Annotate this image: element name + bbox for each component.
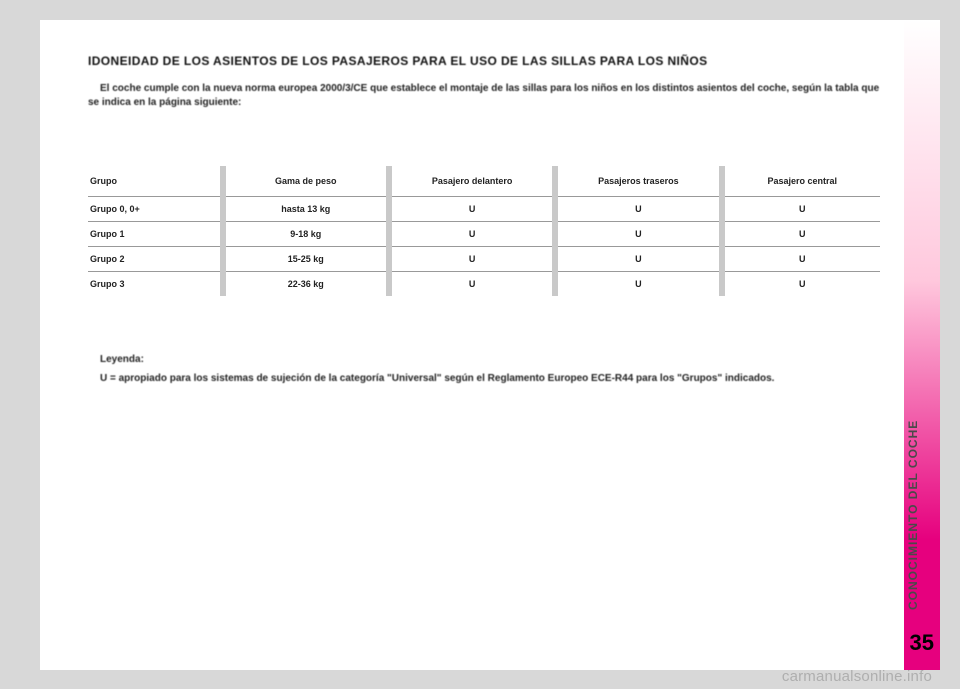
cell-grupo: Grupo 0, 0+ bbox=[88, 197, 223, 222]
table-row: Grupo 3 22-36 kg U U U bbox=[88, 272, 880, 297]
page-content: IDONEIDAD DE LOS ASIENTOS DE LOS PASAJER… bbox=[88, 54, 880, 386]
section-side-label: CONOCIMIENTO DEL COCHE bbox=[906, 40, 942, 610]
cell-cen: U bbox=[722, 197, 880, 222]
cell-grupo: Grupo 2 bbox=[88, 247, 223, 272]
table-row: Grupo 2 15-25 kg U U U bbox=[88, 247, 880, 272]
suitability-table: Grupo Gama de peso Pasajero delantero Pa… bbox=[88, 166, 880, 296]
cell-cen: U bbox=[722, 222, 880, 247]
th-delantero: Pasajero delantero bbox=[389, 166, 555, 197]
cell-peso: 9-18 kg bbox=[223, 222, 389, 247]
th-central: Pasajero central bbox=[722, 166, 880, 197]
cell-del: U bbox=[389, 247, 555, 272]
cell-grupo: Grupo 3 bbox=[88, 272, 223, 297]
cell-del: U bbox=[389, 197, 555, 222]
cell-peso: hasta 13 kg bbox=[223, 197, 389, 222]
cell-tras: U bbox=[555, 247, 721, 272]
cell-tras: U bbox=[555, 197, 721, 222]
table-header-row: Grupo Gama de peso Pasajero delantero Pa… bbox=[88, 166, 880, 197]
cell-tras: U bbox=[555, 272, 721, 297]
th-traseros: Pasajeros traseros bbox=[555, 166, 721, 197]
legend-body: U = apropiado para los sistemas de sujec… bbox=[88, 371, 880, 386]
watermark: carmanualsonline.info bbox=[782, 668, 932, 685]
cell-tras: U bbox=[555, 222, 721, 247]
page-title: IDONEIDAD DE LOS ASIENTOS DE LOS PASAJER… bbox=[88, 54, 880, 68]
legend-heading: Leyenda: bbox=[88, 352, 880, 367]
legend: Leyenda: U = apropiado para los sistemas… bbox=[88, 352, 880, 386]
page-number: 35 bbox=[910, 630, 934, 656]
cell-grupo: Grupo 1 bbox=[88, 222, 223, 247]
cell-cen: U bbox=[722, 272, 880, 297]
page: CONOCIMIENTO DEL COCHE 35 IDONEIDAD DE L… bbox=[40, 20, 940, 670]
cell-del: U bbox=[389, 222, 555, 247]
table-row: Grupo 1 9-18 kg U U U bbox=[88, 222, 880, 247]
table-row: Grupo 0, 0+ hasta 13 kg U U U bbox=[88, 197, 880, 222]
cell-del: U bbox=[389, 272, 555, 297]
intro-paragraph: El coche cumple con la nueva norma europ… bbox=[88, 82, 880, 110]
section-side-tab: CONOCIMIENTO DEL COCHE 35 bbox=[904, 20, 940, 670]
cell-peso: 15-25 kg bbox=[223, 247, 389, 272]
cell-cen: U bbox=[722, 247, 880, 272]
cell-peso: 22-36 kg bbox=[223, 272, 389, 297]
th-grupo: Grupo bbox=[88, 166, 223, 197]
th-peso: Gama de peso bbox=[223, 166, 389, 197]
